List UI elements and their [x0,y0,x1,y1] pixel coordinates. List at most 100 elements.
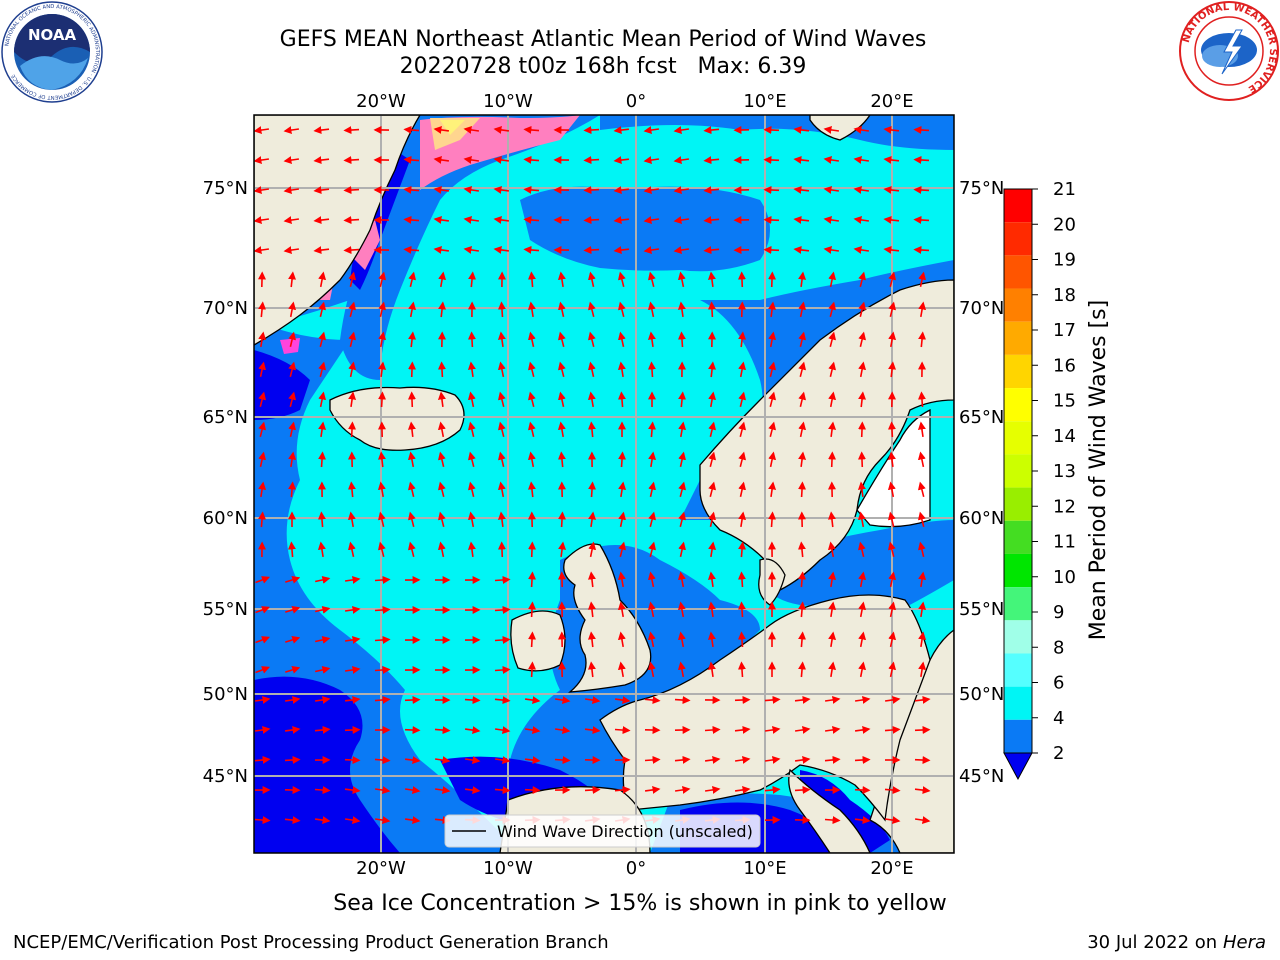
wind-wave-arrow [583,246,600,255]
wind-wave-arrow [493,155,510,164]
wind-wave-arrow [467,331,476,348]
wind-wave-arrow [887,451,896,468]
wind-wave-arrow [883,185,900,194]
wind-wave-arrow [283,186,300,195]
wind-wave-arrow [438,301,447,318]
wind-wave-arrow [587,331,596,347]
wind-wave-arrow [643,186,660,195]
wind-wave-arrow [768,271,777,288]
wind-wave-arrow [497,511,506,528]
left-lat-label: 55°N [203,599,248,620]
wind-wave-arrow [467,451,476,467]
wind-wave-arrow [315,605,331,614]
wind-wave-arrow [378,331,387,348]
wind-wave-arrow [497,301,506,318]
colorbar-label: Mean Period of Wind Waves [s] [1086,300,1111,640]
wind-wave-arrow [708,421,717,437]
wind-wave-arrow [917,511,926,527]
wind-wave-arrow [588,511,597,528]
wind-wave-arrow [738,361,747,378]
wind-wave-arrow [887,541,896,557]
wind-wave-arrow [494,635,511,644]
wind-wave-arrow [678,511,687,527]
wind-wave-arrow [254,246,270,255]
wind-wave-arrow [288,481,297,498]
greenland [254,115,421,346]
wind-wave-arrow [284,755,301,764]
wind-wave-arrow [288,391,297,407]
wind-wave-arrow [348,301,357,317]
wind-wave-arrow [583,156,600,165]
wind-wave-arrow [738,541,747,558]
wind-wave-arrow [314,786,331,795]
wind-wave-arrow [738,481,747,497]
wind-wave-arrow [527,451,536,468]
wind-wave-arrow [737,631,746,648]
wind-wave-arrow [918,601,927,618]
wind-wave-arrow [463,215,480,224]
wind-wave-arrow [317,541,326,558]
wind-wave-arrow [734,725,751,734]
map-legend: Wind Wave Direction (unscaled) [444,814,761,848]
wind-wave-arrow [647,631,656,648]
wind-wave-arrow [828,631,837,648]
wind-wave-arrow [497,391,506,407]
wind-wave-arrow [313,156,330,165]
wind-wave-arrow [768,421,777,437]
wind-wave-arrow [888,601,897,618]
legend-label: Wind Wave Direction (unscaled) [497,822,753,841]
wind-wave-arrow [708,361,717,378]
wind-wave-arrow [734,695,751,704]
colorbar-swatch [1004,222,1032,256]
colorbar-tick-label: 9 [1053,602,1064,623]
wind-wave-arrow [704,755,721,764]
wind-wave-arrow [258,511,267,528]
wind-wave-arrow [377,451,386,468]
wind-wave-arrow [497,331,506,348]
colorbar-swatch [1004,189,1032,223]
wind-wave-arrow [344,756,361,765]
right-lat-labels: 75°N 70°N 65°N 60°N 55°N 50°N 45°N [959,178,1004,787]
wind-wave-arrow [647,601,656,618]
wind-wave-arrow [407,481,416,497]
wind-wave-arrow [858,571,867,588]
wind-wave-arrow [707,631,716,648]
wind-wave-arrow [914,816,931,825]
wind-wave-arrow [255,606,270,614]
left-lat-label: 45°N [203,766,248,787]
wind-wave-arrow [528,571,537,588]
wind-wave-arrow [374,575,391,584]
wind-wave-arrow [437,421,446,438]
wind-wave-arrow [853,155,870,164]
wind-wave-arrow [404,816,421,825]
wind-wave-arrow [678,481,687,497]
wind-wave-arrow [254,156,270,165]
wind-wave-arrow [888,301,897,317]
top-lon-label: 10°W [483,91,533,112]
wind-wave-arrow [344,635,361,644]
wind-wave-arrow [403,125,420,134]
wind-wave-arrow [708,511,717,527]
wind-wave-arrow [408,301,417,318]
right-lat-label: 50°N [959,684,1004,705]
wind-wave-arrow [828,271,837,288]
footer-date: 30 Jul 2022 on [1087,932,1223,953]
bottom-lon-labels: 20°W 10°W 0° 10°E 20°E [356,858,913,879]
wind-wave-arrow [463,125,480,134]
wind-wave-arrow [463,185,480,194]
colorbar-tick-label: 21 [1053,179,1076,200]
wind-wave-arrow [318,271,327,288]
wind-wave-arrow [673,126,690,135]
wind-wave-arrow [854,695,871,704]
wind-wave-arrow [824,755,841,764]
wind-wave-arrow [315,665,331,674]
wind-wave-arrow [377,511,386,527]
wind-wave-arrow [738,511,747,528]
wind-wave-arrow [283,216,300,225]
wind-wave-arrow [557,451,566,468]
wind-wave-arrow [318,391,327,408]
wind-wave-arrow [858,631,867,648]
wind-wave-arrow [828,331,837,347]
noaa-logo-text: NOAA [28,26,77,44]
wind-wave-arrow [798,631,807,648]
